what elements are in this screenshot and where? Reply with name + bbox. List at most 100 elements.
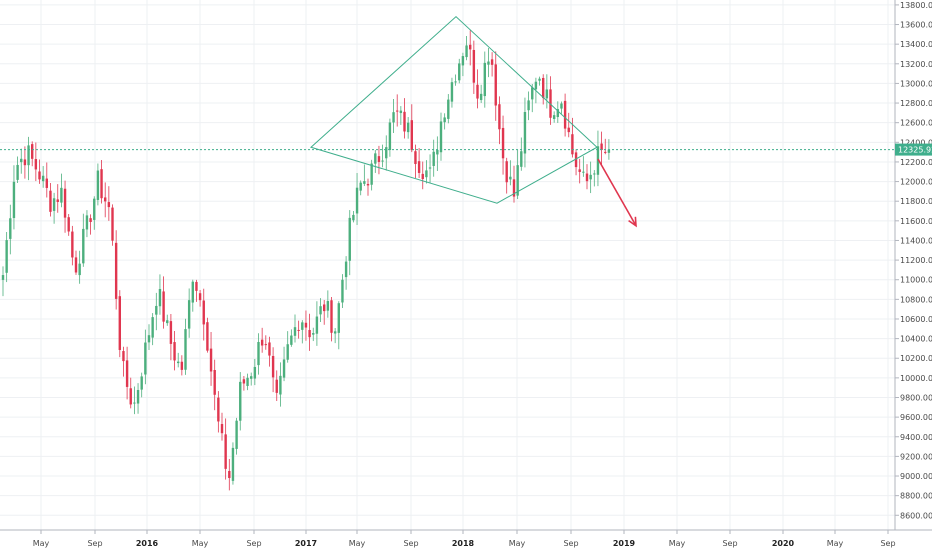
price-tick-label: 11800.00 xyxy=(900,197,932,206)
candle-up xyxy=(432,151,435,166)
candle-down xyxy=(125,360,129,387)
price-tick-label: 10000.00 xyxy=(900,374,932,383)
candle-up xyxy=(16,164,19,180)
candle-up xyxy=(487,61,490,65)
candle-up xyxy=(93,198,96,220)
candle-up xyxy=(282,359,286,378)
time-tick-label: Sep xyxy=(722,539,737,548)
candle-down xyxy=(74,257,78,273)
candle-down xyxy=(505,161,508,183)
candle-up xyxy=(82,228,85,264)
candle-up xyxy=(279,375,282,395)
candle-up xyxy=(461,56,465,66)
candle-down xyxy=(224,434,227,469)
price-tick-label: 13000.00 xyxy=(900,79,932,88)
time-tick-label: May xyxy=(669,539,686,548)
candle-up xyxy=(144,342,147,375)
candle-up xyxy=(352,214,355,221)
candle-down xyxy=(268,342,271,356)
candle-up xyxy=(250,376,253,379)
candle-up xyxy=(12,181,16,219)
candle-up xyxy=(527,100,530,111)
candle-down xyxy=(228,470,231,479)
candle-up xyxy=(516,165,519,196)
candle-up xyxy=(538,78,541,81)
candle-down xyxy=(585,173,589,182)
candle-up xyxy=(374,153,377,164)
candle-down xyxy=(56,199,59,202)
candle-up xyxy=(9,218,12,239)
candle-down xyxy=(604,151,607,153)
candle-down xyxy=(213,369,216,395)
candle-down xyxy=(578,169,581,172)
time-axis[interactable]: May Sep 2016 May Sep 2017 May Sep 2018 May Sep 2019… xyxy=(0,529,932,548)
candle-down xyxy=(195,281,198,291)
candle-up xyxy=(290,335,293,345)
candle-up xyxy=(337,303,340,333)
price-tick-label: 10800.00 xyxy=(900,295,932,304)
candle-down xyxy=(476,84,479,99)
candle-up xyxy=(184,329,187,370)
candle-up xyxy=(454,81,457,83)
time-tick-label: 2016 xyxy=(136,539,159,548)
candle-up xyxy=(392,112,395,123)
candle-up xyxy=(286,344,289,360)
time-tick-label: 2019 xyxy=(613,539,636,548)
price-tick-label: 12200.00 xyxy=(900,158,932,167)
price-tick-label: 11600.00 xyxy=(900,217,932,226)
time-tick-label: Sep xyxy=(87,539,102,548)
candle-up xyxy=(359,182,362,191)
projection-arrow-shaft xyxy=(597,158,637,227)
candle-up xyxy=(534,81,538,90)
candle-down xyxy=(323,304,326,312)
price-tag-background xyxy=(895,143,932,156)
candle-up xyxy=(596,146,600,175)
candle-down xyxy=(45,178,48,188)
candle-down xyxy=(410,120,413,151)
candle-down xyxy=(264,344,267,346)
price-tick-label: 10200.00 xyxy=(900,354,932,363)
time-tick-label: May xyxy=(192,539,209,548)
candle-up xyxy=(385,147,388,159)
time-tick-label: Sep xyxy=(246,539,261,548)
candle-down xyxy=(169,321,173,344)
candle-down xyxy=(198,293,202,301)
candle-down xyxy=(104,197,107,202)
candle-up xyxy=(560,103,563,109)
candle-up xyxy=(239,381,242,421)
candle-up xyxy=(293,327,297,336)
price-tick-label: 9400.00 xyxy=(900,433,932,442)
diamond-outline[interactable] xyxy=(310,16,598,204)
candle-down xyxy=(330,300,333,333)
price-tick-label: 12600.00 xyxy=(900,119,932,128)
candle-down xyxy=(512,179,516,197)
candle-down xyxy=(206,322,209,351)
candle-down xyxy=(297,329,300,331)
candle-down xyxy=(308,329,311,338)
projection-arrow-head xyxy=(628,216,637,228)
candle-down xyxy=(31,144,34,159)
price-tick-label: 9200.00 xyxy=(900,452,932,461)
candle-up xyxy=(140,376,143,390)
candle-up xyxy=(523,112,527,154)
candle-up xyxy=(96,170,100,200)
price-axis[interactable]: 8600.00 8800.00 9000.00 9200.00 9400.00 9600.… xyxy=(894,0,932,530)
candle-down xyxy=(600,143,603,151)
candle-down xyxy=(414,151,417,165)
candle-up xyxy=(388,122,392,151)
price-tick-label: 12000.00 xyxy=(900,178,932,187)
price-tick-label: 13200.00 xyxy=(900,60,932,69)
candle-up xyxy=(312,333,315,335)
time-tick-label: May xyxy=(33,539,50,548)
candle-down xyxy=(63,188,67,218)
candle-down xyxy=(89,218,92,222)
candle-up xyxy=(458,63,461,81)
candle-down xyxy=(275,379,278,393)
candle-down xyxy=(396,110,399,112)
candle-down xyxy=(217,397,220,422)
candle-down xyxy=(242,379,246,384)
candle-up xyxy=(483,62,486,97)
candle-down xyxy=(498,104,501,130)
candle-down xyxy=(202,300,205,325)
price-tick-label: 10400.00 xyxy=(900,335,932,344)
